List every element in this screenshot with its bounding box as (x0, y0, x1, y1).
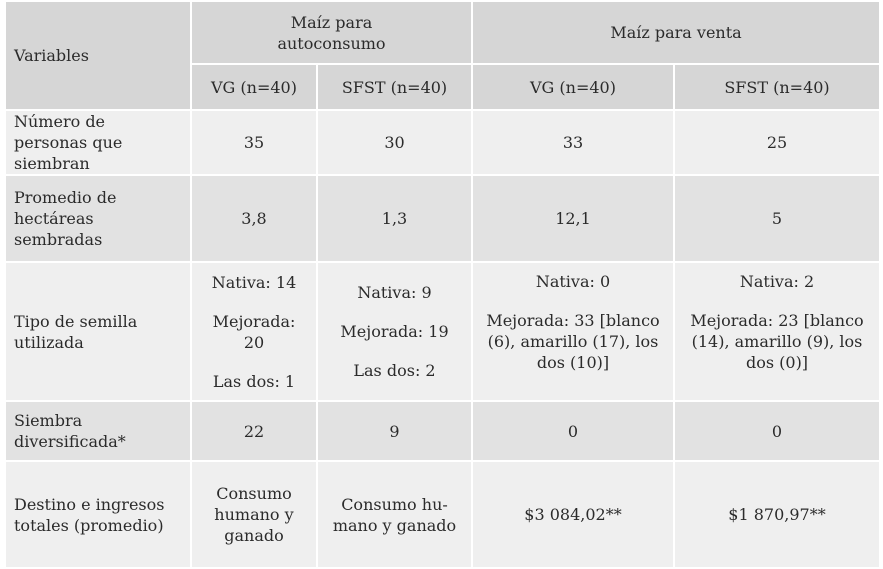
row-label: Siembra diversificada* (4, 400, 192, 462)
seed-both: Las dos: 1 (212, 371, 296, 391)
table-cell: $1 870,97** (672, 460, 882, 569)
table-row: Número de personas que siembran 35 30 33… (4, 109, 882, 176)
seed-native: Nativa: 2 (739, 272, 815, 291)
table-cell: 22 (190, 400, 318, 462)
row-label: Tipo de semilla utilizada (4, 261, 192, 402)
table-cell: 12,1 (471, 174, 675, 263)
row-label: Promedio de hectáreas sembradas (4, 174, 192, 263)
table-cell: Nativa: 14 Mejorada: 20 Las dos: 1 (190, 261, 318, 402)
table-cell: Nativa: 2 Mejorada: 23 [blanco (14), ama… (672, 261, 882, 402)
subheader-vg-autoconsumo: VG (n=40) (190, 63, 318, 111)
table-cell: 0 (672, 400, 882, 462)
table-row: Tipo de semilla utilizada Nativa: 14 Mej… (4, 261, 882, 402)
table-cell: 33 (471, 109, 675, 176)
table-cell: 1,3 (316, 174, 473, 263)
seed-improved: Mejorada: 19 (340, 322, 449, 341)
table-row: Destino e ingresos totales (promedio) Co… (4, 460, 882, 569)
table-cell: 3,8 (190, 174, 318, 263)
row-label-text: Número de personas que siembran (14, 112, 123, 173)
row-label: Número de personas que siembran (4, 109, 192, 176)
data-table: Variables Maíz para autoconsumo Maíz par… (4, 0, 882, 569)
cell-text: Consumo humano y ganado (214, 484, 294, 545)
group-header-venta: Maíz para venta (470, 0, 882, 65)
table-cell: Consumo hu-mano y ganado (316, 460, 473, 569)
table-cell: 9 (316, 400, 473, 462)
table-cell: 5 (672, 174, 882, 263)
table-cell: 0 (471, 400, 675, 462)
header-row: Variables Maíz para autoconsumo Maíz par… (4, 0, 882, 111)
seed-improved: Mejorada: 20 (212, 311, 296, 352)
seed-native: Nativa: 9 (357, 283, 432, 302)
table-cell: 30 (316, 109, 473, 176)
row-label: Destino e ingresos totales (promedio) (4, 460, 192, 569)
table-cell: Consumo humano y ganado (190, 460, 318, 569)
seed-improved: Mejorada: 23 [blanco (14), amarillo (9),… (690, 311, 864, 372)
table-cell: $3 084,02** (471, 460, 675, 569)
table-cell: Nativa: 0 Mejorada: 33 [blanco (6), amar… (471, 261, 675, 402)
variables-header: Variables (4, 0, 192, 111)
seed-improved: Mejorada: 33 [blanco (6), amarillo (17),… (486, 311, 660, 372)
table-row: Siembra diversificada* 22 9 0 0 (4, 400, 882, 462)
row-label-text: Promedio de hectáreas sembradas (14, 188, 117, 249)
table-cell: 35 (190, 109, 318, 176)
row-label-text: Siembra diversificada* (14, 411, 126, 451)
subheader-sfst-venta: SFST (n=40) (672, 63, 882, 111)
cell-text: Consumo hu-mano y ganado (332, 494, 457, 535)
table-cell: 25 (672, 109, 882, 176)
group-header-autoconsumo: Maíz para autoconsumo (190, 0, 473, 65)
subheader-vg-venta: VG (n=40) (471, 63, 675, 111)
row-label-text: Destino e ingresos totales (promedio) (14, 494, 165, 535)
table-cell: Nativa: 9 Mejorada: 19 Las dos: 2 (316, 261, 473, 402)
group-header-autoconsumo-label: Maíz para autoconsumo (277, 12, 386, 53)
row-label-text: Tipo de semilla utilizada (14, 311, 138, 352)
seed-native: Nativa: 0 (535, 272, 611, 291)
seed-both: Las dos: 2 (353, 361, 436, 380)
seed-native: Nativa: 14 (211, 272, 297, 292)
table-row: Promedio de hectáreas sembradas 3,8 1,3 … (4, 174, 882, 263)
subheader-row: VG (n=40) SFST (n=40) VG (n=40) SFST (n=… (5, 63, 882, 111)
subheader-sfst-autoconsumo: SFST (n=40) (316, 63, 473, 111)
